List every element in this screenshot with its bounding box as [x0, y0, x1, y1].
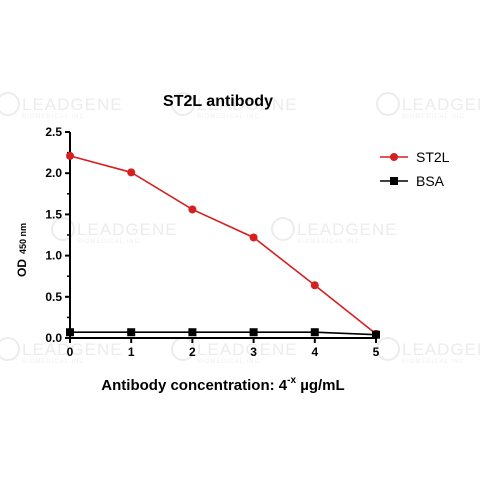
series-line-bsa — [70, 331, 377, 336]
watermark-circle-icon — [0, 337, 20, 361]
data-point-st2l — [66, 151, 74, 160]
y-axis-label-main: OD — [15, 259, 29, 277]
watermark-tagline: BIOMEDICAL INC. — [197, 359, 262, 365]
data-point-bsa — [188, 328, 197, 337]
x-axis-label-main: Antibody concentration: 4 — [101, 377, 287, 394]
x-axis-label-unit: µg/mL — [296, 377, 345, 394]
x-tick-label: 4 — [311, 345, 318, 359]
data-point-bsa — [127, 328, 136, 337]
y-tick-label: 2.0 — [45, 166, 62, 180]
y-tick-label: 1.5 — [45, 207, 62, 221]
legend: ST2L BSA — [380, 149, 450, 189]
y-tick-label: 2.5 — [45, 125, 62, 139]
watermark-tagline: BIOMEDICAL INC. — [402, 359, 467, 365]
x-tick-label: 0 — [67, 345, 74, 359]
data-point-bsa — [66, 328, 74, 337]
legend-item-st2l: ST2L — [380, 149, 450, 165]
x-tick-label: 5 — [373, 345, 380, 359]
watermark-tagline: BIOMEDICAL INC. — [22, 359, 87, 365]
data-point-st2l — [249, 233, 258, 242]
legend-label: BSA — [416, 173, 445, 189]
chart-title: ST2L antibody — [163, 93, 273, 110]
y-axis-label-sub: 450 nm — [18, 223, 28, 254]
legend-item-bsa: BSA — [380, 173, 445, 189]
watermark-text: LEADGENE — [297, 220, 398, 239]
watermark-circle-icon — [51, 217, 75, 241]
watermark-tagline: BIOMEDICAL INC. — [297, 239, 362, 245]
data-point-st2l — [188, 205, 197, 214]
watermark-text: LEADGENE — [402, 95, 480, 114]
watermark-text: LEADGENE — [197, 95, 298, 114]
series-bsa — [66, 328, 380, 339]
watermark-text: LEADGENE — [22, 95, 123, 114]
watermark-text: LEADGENE — [22, 340, 123, 359]
data-point-bsa — [249, 328, 258, 337]
watermark-circle-icon — [376, 337, 400, 361]
legend-label: ST2L — [416, 149, 450, 165]
data-point-bsa — [310, 328, 319, 337]
x-tick-label: 2 — [189, 345, 196, 359]
legend-marker-circle-icon — [390, 153, 398, 161]
x-tick-label: 3 — [250, 345, 257, 359]
y-tick-label: 0.5 — [45, 290, 62, 304]
x-axis-label: Antibody concentration: 4-x µg/mL — [101, 375, 344, 394]
watermark-tagline: BIOMEDICAL INC. — [77, 239, 142, 245]
watermark-circle-icon — [0, 92, 20, 116]
data-point-bsa — [372, 330, 380, 339]
y-tick-label: 1.0 — [45, 249, 62, 263]
data-point-st2l — [127, 168, 136, 177]
data-point-st2l — [310, 281, 319, 290]
watermark-tagline: BIOMEDICAL INC. — [22, 114, 87, 120]
watermark-circle-icon — [171, 92, 195, 116]
x-tick-label: 1 — [128, 345, 135, 359]
series-layer — [66, 151, 380, 339]
watermark-text: LEADGENE — [77, 220, 178, 239]
watermark-text: LEADGENE — [402, 340, 480, 359]
legend-marker-square-icon — [390, 177, 398, 185]
watermark-circle-icon — [271, 217, 295, 241]
y-axis-ticks: 0.0 0.5 1.0 1.5 2.0 2.5 — [45, 125, 70, 345]
watermark-circle-icon — [376, 92, 400, 116]
watermark-text: LEADGENE — [197, 340, 298, 359]
watermark-tagline: BIOMEDICAL INC. — [402, 114, 467, 120]
y-tick-label: 0.0 — [45, 331, 62, 345]
x-axis-ticks: 0 1 2 3 4 5 — [67, 338, 380, 359]
watermark-tagline: BIOMEDICAL INC. — [197, 114, 262, 120]
y-axis-label: OD 450 nm — [15, 223, 29, 277]
x-axis-label-superscript: -x — [287, 375, 296, 386]
series-line-st2l — [69, 155, 377, 335]
